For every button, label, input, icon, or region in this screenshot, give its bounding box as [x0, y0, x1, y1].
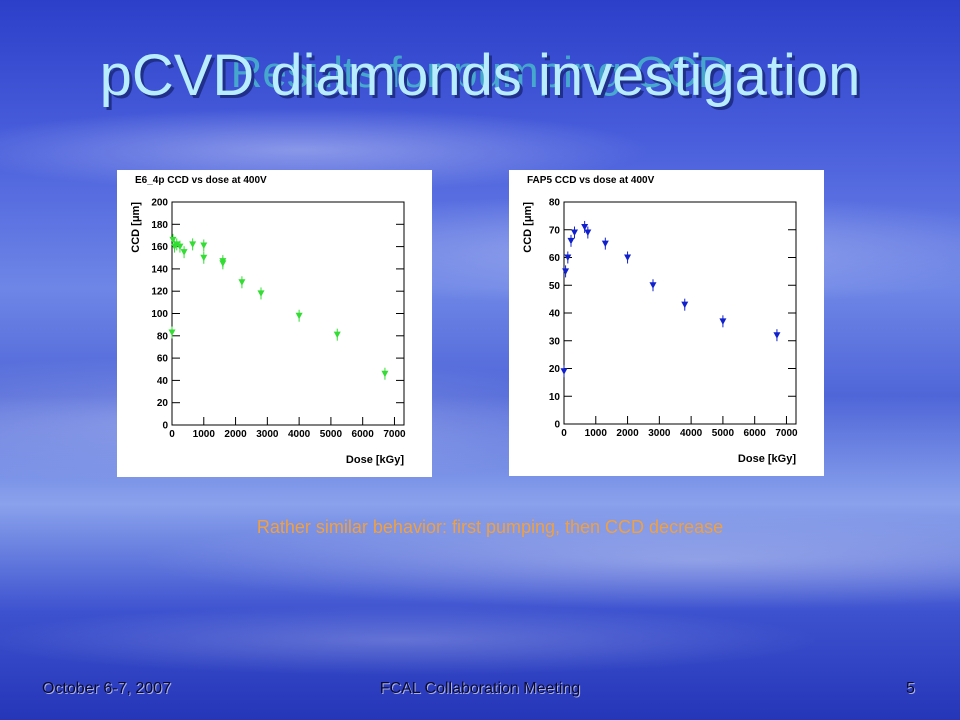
chart2-point: [564, 254, 572, 261]
chart2-xtick-label: 1000: [585, 428, 608, 439]
chart2-point: [570, 229, 578, 237]
chart1-point: [200, 254, 208, 262]
chart1-ytick-label: 180: [151, 220, 168, 231]
chart1-xtick-label: 0: [169, 429, 175, 440]
chart1-xtick-label: 4000: [288, 429, 311, 440]
chart2-xtick-label: 2000: [616, 428, 639, 439]
chart1-point: [295, 312, 303, 320]
chart1-point: [381, 370, 389, 378]
chart1-xtick-label: 7000: [383, 429, 406, 440]
chart1-point: [200, 242, 208, 249]
chart2-ytick-label: 0: [554, 420, 560, 431]
chart2-xtick-label: 7000: [775, 428, 798, 439]
footer-page-number: 5: [906, 680, 915, 697]
chart-e6-4p: E6_4p CCD vs dose at 400V 0 20 40 60 80 100 120…: [117, 170, 432, 477]
slide-subtitle: Results for pumping CCD: [230, 48, 730, 97]
chart2-ytick-label: 50: [549, 281, 561, 292]
chart1-point: [189, 241, 197, 248]
chart1-frame: [171, 201, 405, 426]
chart2-ytick-label: 70: [549, 225, 561, 236]
chart1-xlabel: Dose [kGy]: [346, 454, 404, 466]
chart1-point: [176, 243, 184, 251]
chart2-ylabel: CCD [μm]: [522, 202, 534, 253]
chart2-xlabel: Dose [kGy]: [738, 453, 796, 465]
chart2-ytick-label: 30: [549, 336, 561, 347]
chart1-point: [257, 290, 265, 297]
chart1-xtick-label: 1000: [193, 429, 216, 440]
chart1-xtick-label: 6000: [352, 429, 375, 440]
chart1-point: [238, 279, 246, 286]
chart2-point: [773, 332, 781, 339]
chart2-ytick-label: 10: [549, 392, 561, 403]
chart1-xtick-label: 3000: [256, 429, 279, 440]
chart-fap5: FAP5 CCD vs dose at 400V 0 10 20 30 40 50 60 70 8…: [509, 170, 824, 476]
chart1-ytick-label: 40: [157, 376, 169, 387]
chart2-xtick-label: 4000: [680, 428, 703, 439]
chart1-point: [169, 236, 177, 244]
footer-meeting: FCAL Collaboration Meeting: [379, 680, 581, 697]
chart1-ytick-label: 120: [151, 287, 168, 298]
chart1-ytick-label: 200: [151, 198, 168, 209]
chart2-title: FAP5 CCD vs dose at 400V: [527, 175, 655, 186]
chart2-point: [601, 240, 609, 248]
chart1-point: [180, 249, 188, 256]
chart1-ytick-label: 100: [151, 309, 168, 320]
chart2-xtick-label: 5000: [712, 428, 735, 439]
chart2-point: [560, 368, 568, 375]
chart2-point: [567, 237, 575, 245]
chart1-ytick-label: 60: [157, 354, 169, 365]
chart-e6-4p-svg: E6_4p CCD vs dose at 400V 0 20 40 60 80 100 120…: [130, 175, 406, 466]
chart1-ytick-label: 160: [151, 242, 168, 253]
chart2-ytick-label: 60: [549, 253, 561, 264]
chart2-point: [562, 268, 570, 275]
chart2-point: [649, 282, 657, 289]
chart-fap5-svg: FAP5 CCD vs dose at 400V 0 10 20 30 40 50 60 70 8…: [522, 175, 798, 465]
slide-caption: Rather similar behavior: first pumping, …: [256, 517, 724, 537]
chart2-xtick-label: 0: [561, 428, 567, 439]
chart1-point: [333, 331, 341, 339]
chart2-ytick-label: 80: [549, 198, 561, 209]
chart1-ylabel: CCD [μm]: [130, 202, 142, 253]
title-area: Results for pumping CCD pCVD diamonds in…: [0, 34, 960, 114]
chart2-frame: [563, 201, 797, 425]
chart2-xtick-label: 3000: [648, 428, 671, 439]
chart2-point: [584, 229, 592, 237]
chart1-xtick-label: 2000: [224, 429, 247, 440]
chart1-ytick-label: 140: [151, 264, 168, 275]
chart1-title: E6_4p CCD vs dose at 400V: [135, 175, 267, 186]
chart2-ytick-label: 20: [549, 364, 561, 375]
chart2-point: [719, 318, 727, 325]
chart2-point: [624, 254, 632, 261]
chart1-xtick-label: 5000: [320, 429, 343, 440]
chart2-point: [681, 301, 689, 309]
chart1-ytick-label: 0: [162, 421, 168, 432]
footer-date: October 6-7, 2007: [42, 680, 171, 697]
chart2-xtick-label: 6000: [744, 428, 767, 439]
chart1-point: [173, 241, 181, 248]
chart1-point: [168, 329, 176, 336]
chart2-ytick-label: 40: [549, 309, 561, 320]
chart2-point: [581, 223, 589, 231]
chart1-point: [219, 260, 227, 267]
chart1-ytick-label: 20: [157, 398, 169, 409]
chart1-ytick-label: 80: [157, 331, 169, 342]
slide-title: pCVD diamonds investigation: [99, 43, 861, 108]
